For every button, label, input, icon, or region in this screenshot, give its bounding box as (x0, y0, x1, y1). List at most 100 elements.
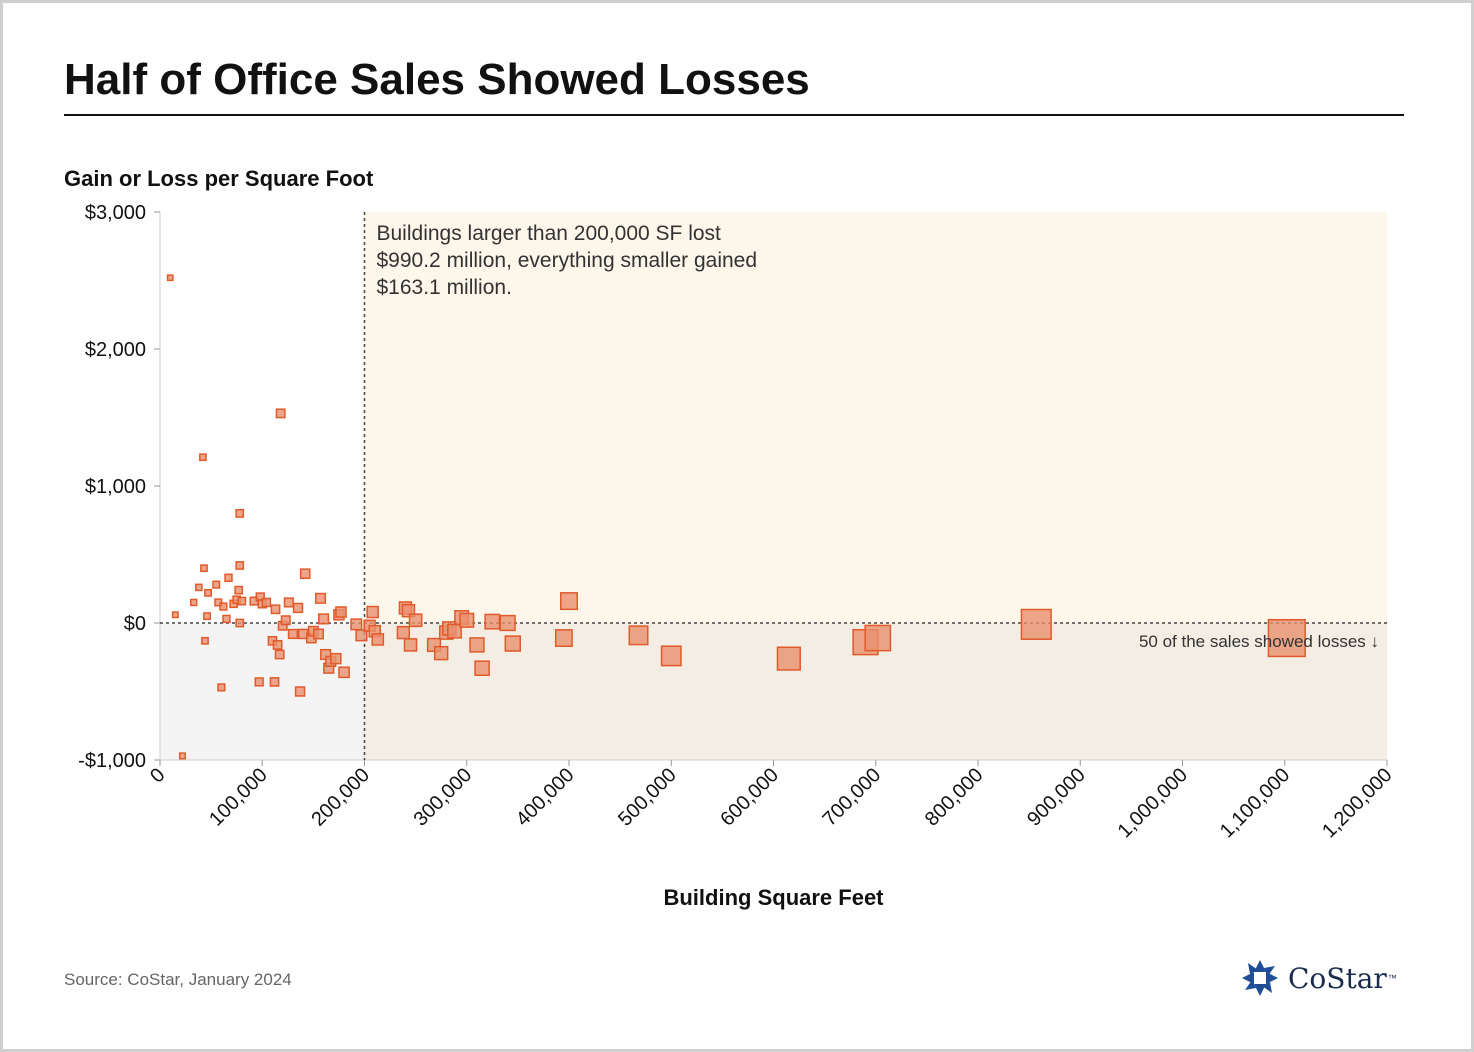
y-tick-label: -$1,000 (78, 750, 146, 772)
data-point (269, 677, 280, 687)
x-axis-label: Building Square Feet (663, 885, 884, 910)
data-point (447, 623, 462, 639)
x-tick-label: 1,200,000 (1318, 764, 1396, 842)
logo-trademark: ™ (1387, 973, 1397, 983)
data-point (504, 635, 521, 652)
data-point (235, 561, 245, 570)
data-point (294, 686, 306, 697)
data-point (235, 509, 245, 518)
data-point (171, 611, 179, 619)
x-tick-label: 0 (146, 764, 169, 787)
x-tick-label: 700,000 (819, 764, 886, 831)
data-point (474, 660, 490, 676)
y-axis-label: Gain or Loss per Square Foot (64, 166, 374, 191)
data-point (254, 677, 264, 687)
data-point (195, 583, 203, 592)
data-point (396, 625, 411, 640)
loss-count-annotation: 50 of the sales showed losses ↓ (1139, 632, 1379, 651)
x-tick-label: 600,000 (716, 764, 783, 831)
data-point (217, 683, 226, 692)
data-point (408, 613, 423, 628)
data-point (335, 606, 347, 618)
data-point (237, 596, 247, 606)
data-point (315, 592, 327, 604)
costar-star-icon (1242, 960, 1278, 996)
data-point (224, 573, 233, 583)
annotations: Buildings larger than 200,000 SF lost $99… (377, 222, 1380, 651)
gain-region (364, 212, 1387, 623)
data-point (499, 614, 516, 632)
data-point (403, 638, 418, 652)
x-tick-label: 400,000 (512, 764, 579, 831)
data-point (270, 604, 281, 615)
data-point (1020, 608, 1052, 640)
data-point (199, 453, 207, 462)
y-tick-label: $2,000 (85, 339, 146, 361)
data-point (338, 666, 350, 679)
data-point (371, 633, 385, 646)
data-point (776, 646, 801, 671)
logo-wordmark: CoStar (1288, 961, 1387, 995)
data-point (219, 602, 228, 611)
x-tick-label: 1,100,000 (1216, 764, 1294, 842)
title-divider (64, 114, 1404, 116)
data-point (660, 645, 682, 667)
y-tick-label: $3,000 (85, 202, 146, 224)
x-tick-label: 100,000 (205, 764, 272, 831)
data-point (272, 640, 283, 650)
x-tick-label: 1,000,000 (1114, 764, 1192, 842)
data-point (484, 613, 501, 630)
data-point (200, 564, 208, 573)
data-point (299, 568, 311, 579)
data-point (212, 580, 221, 589)
data-point (274, 649, 285, 660)
data-point (401, 603, 416, 618)
x-tick-label: 300,000 (410, 764, 477, 831)
x-tick-label: 800,000 (921, 764, 988, 831)
threshold-annotation-line: Buildings larger than 200,000 SF lost (377, 222, 722, 245)
costar-logo: CoStar ™ (1240, 958, 1397, 998)
data-point (469, 637, 485, 653)
x-tick-label: 900,000 (1023, 764, 1090, 831)
data-point (235, 618, 245, 628)
data-point (190, 598, 198, 607)
chart-title: Half of Office Sales Showed Losses (64, 55, 810, 104)
data-point (433, 645, 449, 661)
data-point (366, 605, 379, 619)
source-note: Source: CoStar, January 2024 (64, 970, 292, 989)
data-point (234, 585, 244, 595)
data-point (178, 752, 187, 760)
data-point (166, 274, 174, 282)
loss-region-small (160, 623, 365, 760)
data-point (355, 629, 368, 642)
data-point (204, 588, 212, 597)
data-point (261, 597, 272, 608)
data-point (201, 636, 209, 645)
data-point (318, 613, 330, 625)
x-tick-label: 500,000 (614, 764, 681, 831)
data-points (166, 274, 1306, 760)
data-point (287, 628, 299, 640)
threshold-annotation-line: $163.1 million. (377, 276, 512, 299)
data-point (330, 652, 342, 665)
plot-regions (160, 212, 1387, 760)
data-point (292, 602, 304, 614)
data-point (554, 629, 573, 648)
data-point (275, 408, 286, 419)
threshold-annotation-line: $990.2 million, everything smaller gaine… (377, 249, 758, 272)
data-point (283, 597, 294, 608)
data-point (628, 625, 649, 646)
data-point (313, 628, 324, 640)
data-point (203, 612, 211, 621)
data-point (1267, 618, 1306, 658)
y-tick-label: $0 (124, 613, 146, 635)
data-point (350, 618, 363, 631)
data-point (559, 592, 579, 611)
y-tick-label: $1,000 (85, 476, 146, 498)
data-point (459, 612, 475, 628)
data-point (222, 614, 231, 624)
data-point (280, 615, 291, 626)
data-point (864, 624, 892, 652)
x-tick-label: 200,000 (307, 764, 374, 831)
